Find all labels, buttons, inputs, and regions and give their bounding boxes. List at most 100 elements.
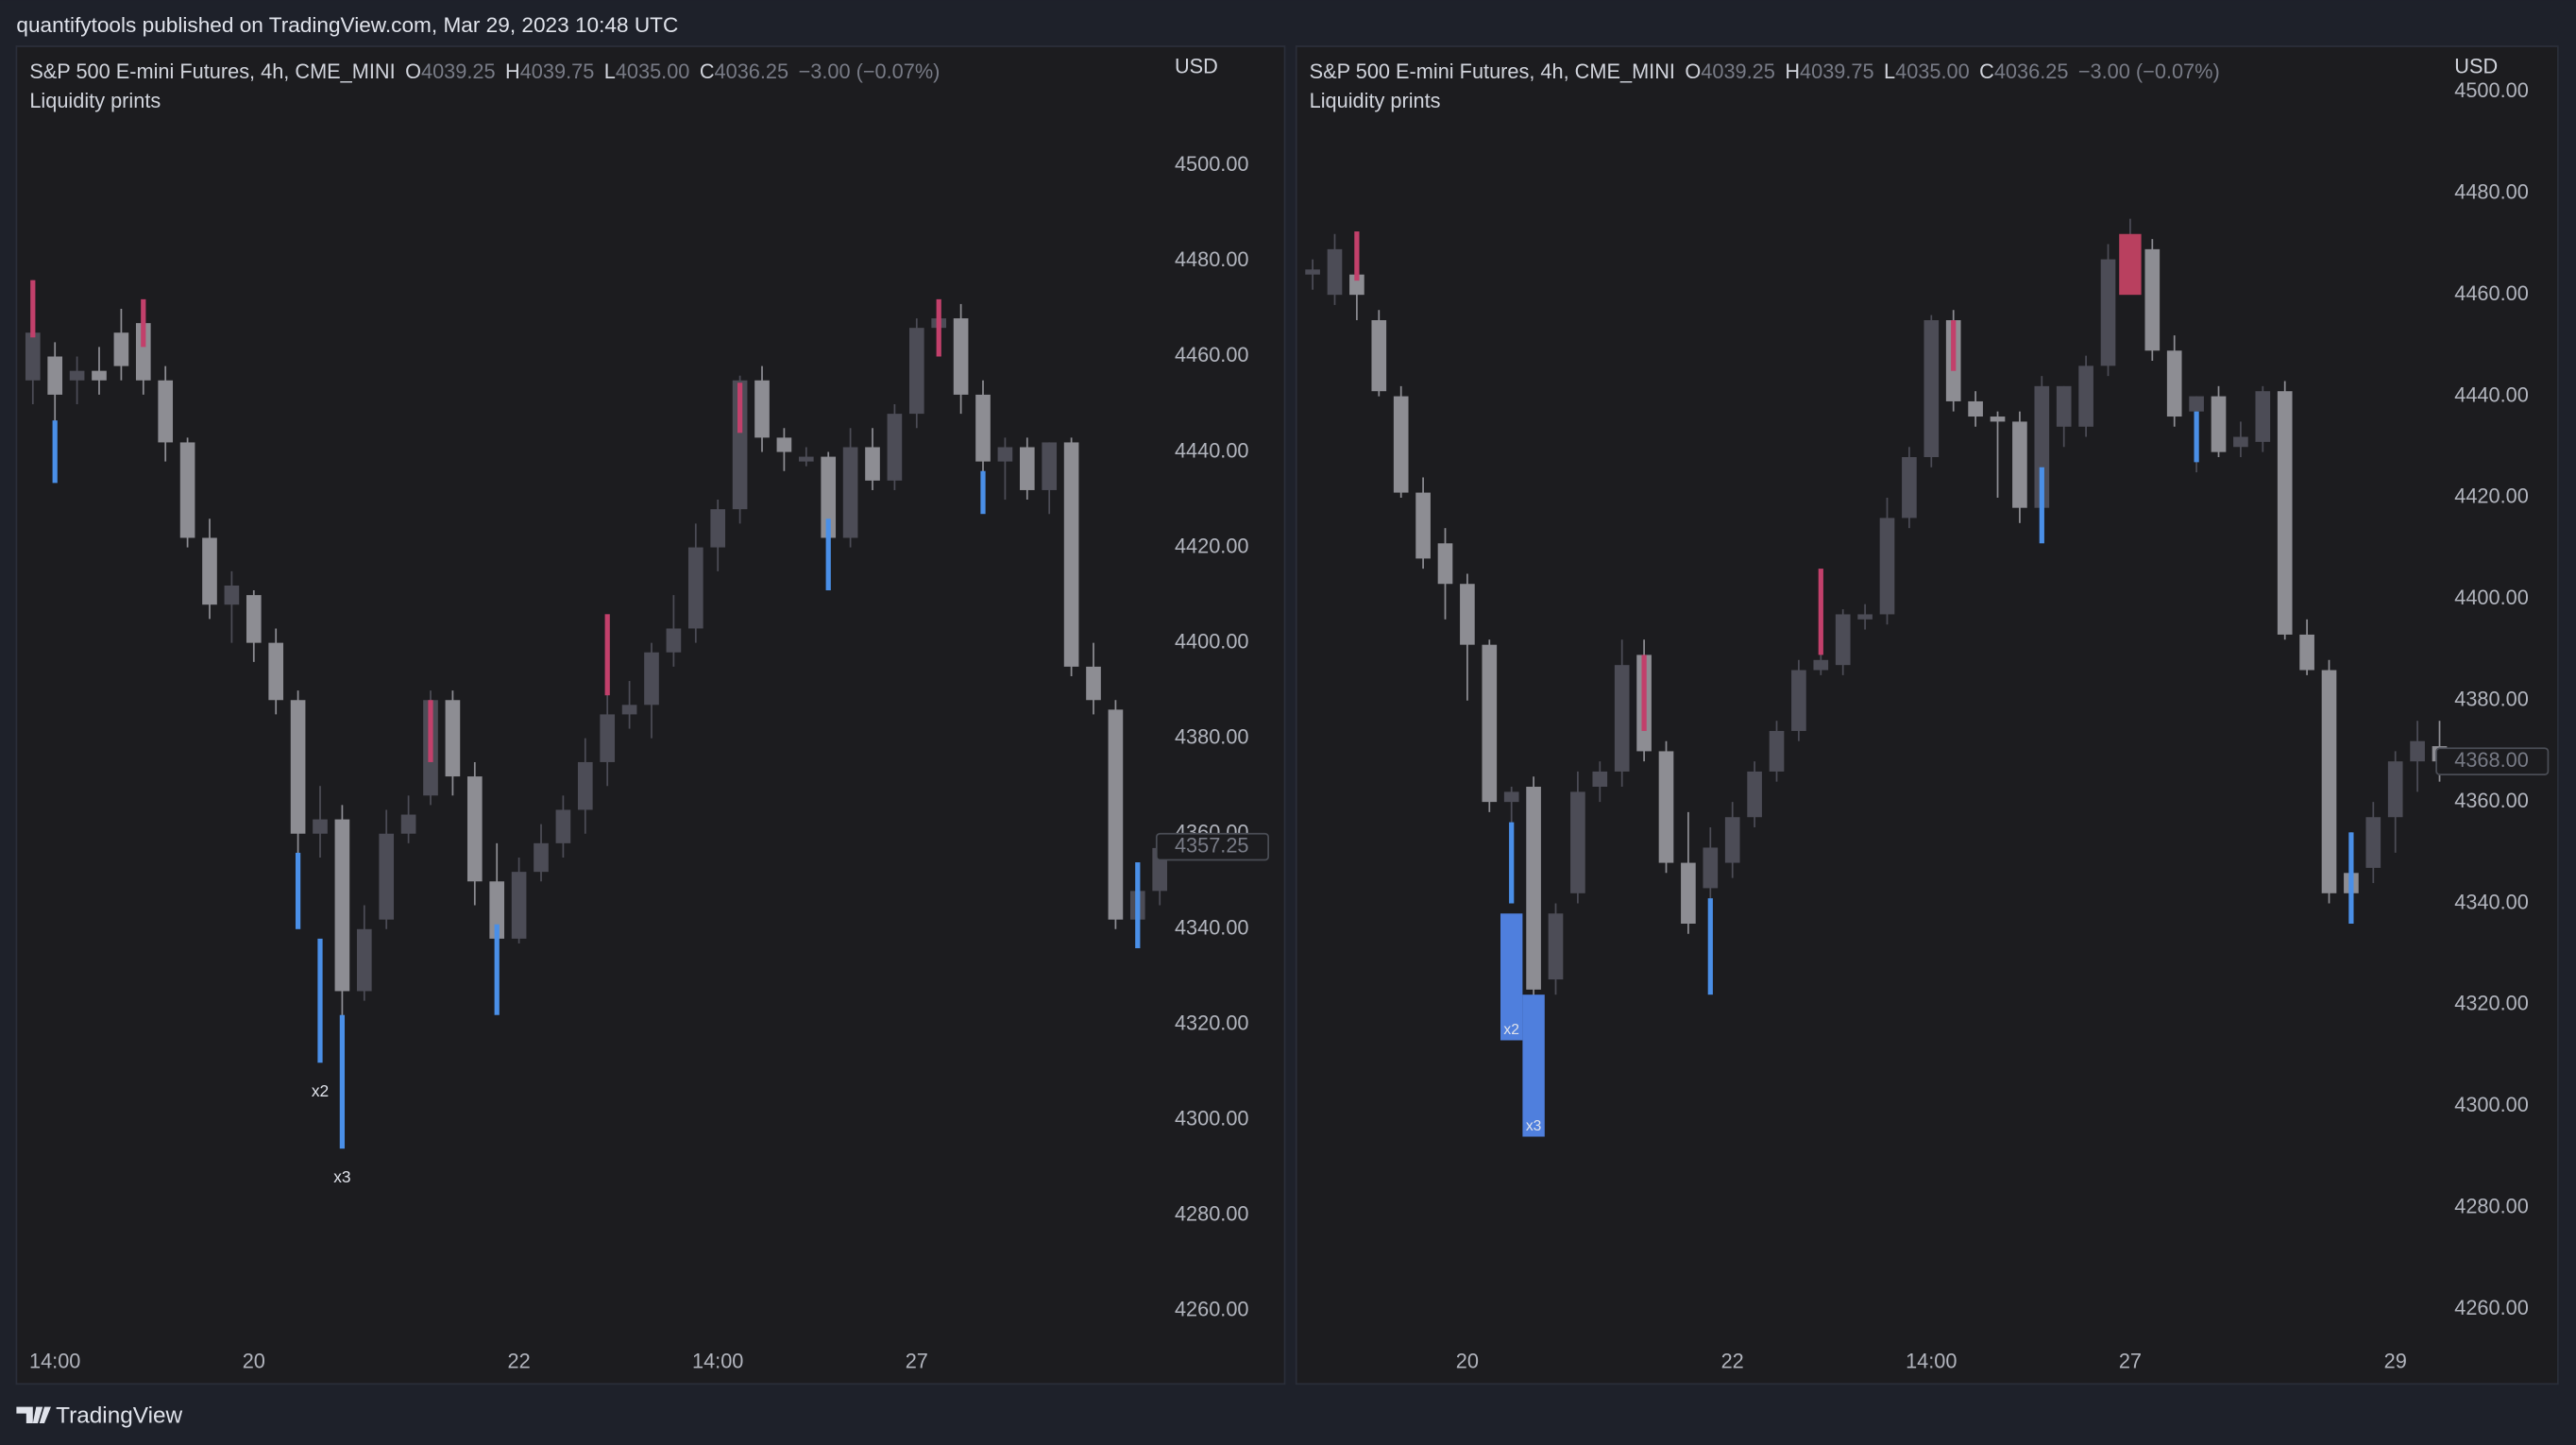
y-tick-label: 4420.00 xyxy=(2454,484,2529,508)
candle-body xyxy=(1724,817,1740,863)
liquidity-print xyxy=(1818,569,1823,655)
liquidity-print xyxy=(2039,467,2044,544)
candle-body xyxy=(710,509,726,548)
candle-body xyxy=(534,842,549,873)
candle-body xyxy=(2410,740,2425,762)
indicator-name: Liquidity prints xyxy=(1310,89,1441,112)
ohlc-value: 4039.25 xyxy=(1701,60,1775,83)
candle-body xyxy=(1879,518,1895,615)
y-tick-label: 4480.00 xyxy=(1175,247,1249,271)
candle-body xyxy=(489,881,505,939)
tv-logo xyxy=(16,1406,51,1424)
liquidity-print xyxy=(1707,898,1713,995)
x-tick-label: 14:00 xyxy=(29,1349,80,1372)
candle-body xyxy=(975,394,991,462)
last-price-label: 4357.25 xyxy=(1175,833,1249,857)
ohlc-value: 4039.75 xyxy=(1800,60,1874,83)
candle-body xyxy=(445,700,461,777)
ohlc-key: L xyxy=(1884,60,1895,83)
chart-title: S&P 500 E-mini Futures, 4h, CME_MINI xyxy=(1310,60,1675,83)
ohlc-value: −3.00 (−0.07%) xyxy=(799,60,941,83)
candle-body xyxy=(621,705,637,715)
candle-body xyxy=(158,380,174,443)
y-tick-label: 4360.00 xyxy=(2454,789,2529,812)
liquidity-print xyxy=(295,852,301,929)
x-tick-label: 20 xyxy=(243,1349,265,1372)
plot-area: 4260.004280.004300.004320.004340.004360.… xyxy=(1305,78,2550,1319)
candle-body xyxy=(1592,771,1608,788)
candle-body xyxy=(887,414,903,481)
footer-brand[interactable]: TradingView xyxy=(56,1403,182,1429)
candle-body xyxy=(2078,366,2093,427)
candle-body xyxy=(1371,320,1387,392)
y-tick-label: 4460.00 xyxy=(1175,343,1249,366)
candle-body xyxy=(1813,659,1829,671)
liquidity-print xyxy=(52,420,58,484)
y-tick-label: 4300.00 xyxy=(2454,1093,2529,1116)
candle-body xyxy=(687,547,703,629)
last-price-label: 4368.00 xyxy=(2454,748,2529,772)
candle-body xyxy=(400,814,416,834)
candle-body xyxy=(1042,442,1058,490)
print-label: x2 xyxy=(312,1081,329,1100)
ohlc-key: O xyxy=(1685,60,1701,83)
liquidity-print xyxy=(2194,411,2199,463)
candle-body xyxy=(69,370,85,381)
candle-body xyxy=(313,819,328,834)
x-tick-label: 27 xyxy=(2119,1349,2142,1372)
candle-body xyxy=(821,456,837,538)
liquidity-print xyxy=(936,298,941,357)
candle-body xyxy=(2233,436,2248,448)
candle-body xyxy=(179,442,195,538)
candle-body xyxy=(1835,614,1851,666)
candle-body xyxy=(2034,385,2050,508)
y-tick-label: 4500.00 xyxy=(2454,78,2529,102)
liquidity-print xyxy=(2348,832,2354,924)
ohlc-value: 4039.75 xyxy=(520,60,595,83)
candle-body xyxy=(2321,670,2337,893)
candle-body xyxy=(2277,391,2293,635)
candle-body xyxy=(2166,350,2182,417)
candle-body xyxy=(555,809,571,843)
candle-body xyxy=(798,456,814,462)
candle-body xyxy=(1503,791,1519,803)
ohlc-value: −3.00 (−0.07%) xyxy=(2078,60,2220,83)
liquidity-print xyxy=(1951,320,1957,371)
x-tick-label: 14:00 xyxy=(692,1349,743,1372)
y-tick-label: 4400.00 xyxy=(1175,629,1249,653)
candle-body xyxy=(511,872,527,939)
liquidity-print xyxy=(2119,233,2142,296)
ohlc-key: L xyxy=(604,60,616,83)
plot-area: 4260.004280.004300.004320.004340.004360.… xyxy=(25,152,1269,1321)
candle-body xyxy=(113,332,129,366)
candle-body xyxy=(1570,791,1585,893)
candle-body xyxy=(644,652,659,706)
candle-body xyxy=(1703,847,1719,889)
candle-body xyxy=(1415,492,1431,559)
y-tick-label: 4300.00 xyxy=(1175,1107,1249,1130)
candle-body xyxy=(290,700,306,834)
x-tick-label: 22 xyxy=(1721,1349,1744,1372)
indicator-name: Liquidity prints xyxy=(29,89,161,112)
y-tick-label: 4480.00 xyxy=(2454,180,2529,204)
y-tick-label: 4320.00 xyxy=(1175,1012,1249,1035)
candle-body xyxy=(47,356,63,395)
ohlc-key: H xyxy=(505,60,520,83)
y-tick-label: 4280.00 xyxy=(1175,1202,1249,1226)
y-tick-label: 4340.00 xyxy=(1175,916,1249,940)
liquidity-print xyxy=(1641,654,1647,731)
candle-body xyxy=(1019,447,1035,490)
x-tick-label: 20 xyxy=(1456,1349,1479,1372)
candle-body xyxy=(600,714,616,762)
legend: S&P 500 E-mini Futures, 4h, CME_MINI O403… xyxy=(1310,60,2220,83)
candle-body xyxy=(356,928,372,992)
currency: USD xyxy=(1175,54,1218,77)
candle-body xyxy=(92,370,107,381)
candle-body xyxy=(1747,771,1762,818)
liquidity-print xyxy=(825,518,831,591)
candle-body xyxy=(908,328,924,415)
liquidity-print xyxy=(737,382,743,434)
candle-body xyxy=(1349,274,1364,296)
candle-body xyxy=(2255,391,2271,442)
